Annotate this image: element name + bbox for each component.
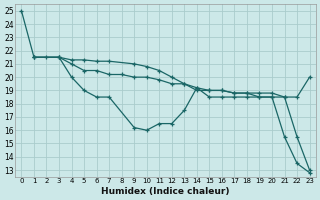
X-axis label: Humidex (Indice chaleur): Humidex (Indice chaleur) [101,187,230,196]
